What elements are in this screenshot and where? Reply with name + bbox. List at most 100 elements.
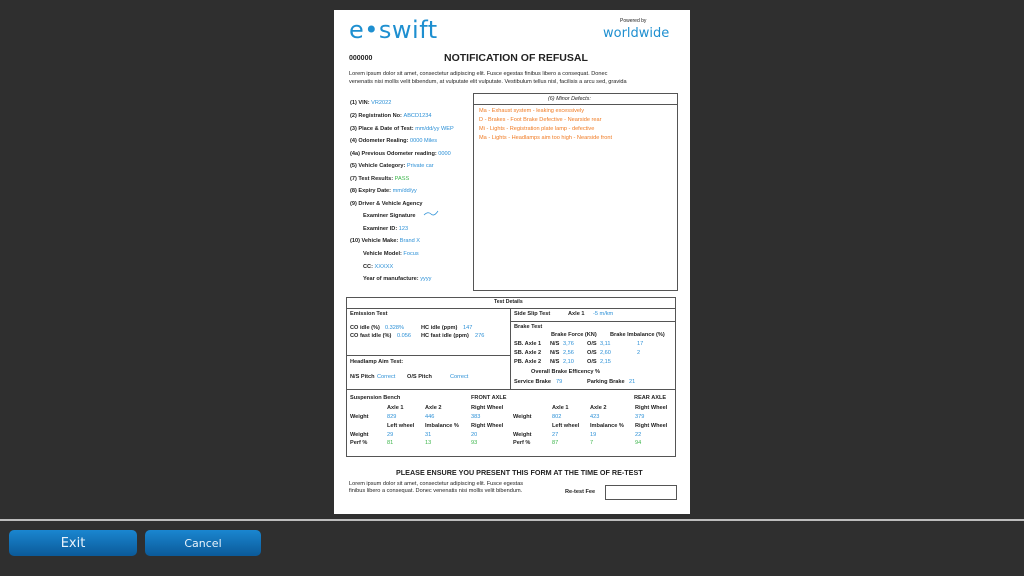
perf-value: 94 [635,440,642,446]
weight-value: 446 [425,414,435,420]
field-row: Examiner Signature [363,213,416,220]
field-value: XXXXX [374,264,394,270]
weight-value: 31 [425,432,432,438]
text: HC idle (ppm) [421,325,458,331]
weight-value: 829 [387,414,397,420]
worldwide-logo: worldwide [603,26,670,41]
text: O/S Pitch [407,374,432,380]
footer-text-1: Lorem ipsum dolor sit amet, consectetur … [349,481,524,487]
defect-item: Ma - Exhaust system - leaking excessivel… [479,108,585,114]
perf-value: 7 [590,440,594,446]
side-slip-title: Side Slip Test [514,311,551,317]
brake-imbalance-value: 17 [637,341,644,347]
divider [0,519,1024,521]
brake-ns-value: 2,56 [563,350,574,356]
text: Weight [350,432,369,438]
field-value: Brand X [399,238,420,244]
field-value: mm/dd/yy [392,188,417,194]
field-row: (8) Expiry Date: mm/dd/yy [350,188,417,195]
field-label: (1) VIN: [350,100,370,106]
field-label: Examiner Signature [363,213,416,219]
text: N/S Pitch [350,374,375,380]
footer-text-2: finibus libero a consequat. Donec venena… [349,488,523,494]
rear-axle-title: REAR AXLE [634,395,667,401]
field-label: (10) Vehicle Make: [350,238,399,244]
text: CO idle (%) [350,325,380,331]
ns-pitch-value: Correct [377,374,396,380]
column-header: Axle 2 [590,405,607,411]
weight-value: 379 [635,414,645,420]
defects-title: (6) Minor Defects: [548,96,591,102]
brake-row-label: SB. Axle 1 [514,341,542,347]
hc-fast-value: 276 [475,333,485,339]
text: N/S [550,350,560,356]
perf-value: 13 [425,440,432,446]
field-label: CC: [363,264,373,270]
column-header: Left wheel [552,423,580,429]
weight-value: 20 [471,432,478,438]
brake-ns-value: 3,76 [563,341,574,347]
field-label: (5) Vehicle Category: [350,163,406,169]
exit-button[interactable]: Exit [9,530,137,556]
field-value: 0000 Miles [410,138,438,144]
field-value: 0000 [438,151,451,157]
eswift-logo: e•swift [349,16,438,44]
column-header: Axle 1 [387,405,404,411]
perf-value: 81 [387,440,394,446]
brake-title: Brake Test [514,324,543,330]
column-header: Axle 1 [552,405,569,411]
column-header: Right Wheel [471,423,504,429]
weight-value: 802 [552,414,562,420]
powered-by-label: Powered by [620,18,647,24]
overall-efficiency-label: Overall Brake Efficency % [531,369,601,375]
field-row: (1) VIN: VR2022 [350,100,391,107]
intro-line-1: Lorem ipsum dolor sit amet, consectetur … [349,71,608,77]
text: CO fast idle (%) [350,333,392,339]
weight-value: 383 [471,414,481,420]
field-value: yyyy [420,276,432,282]
brake-imbalance-value: 2 [637,350,641,356]
field-label: Examiner ID: [363,226,398,232]
field-label: (8) Expiry Date: [350,188,392,194]
field-row: CC: XXXXX [363,264,394,271]
text: Axle 1 [568,311,585,317]
test-details-title: Test Details [494,299,523,305]
column-header: Right Wheel [471,405,504,411]
field-row: (5) Vehicle Category: Private car [350,163,434,170]
weight-value: 19 [590,432,597,438]
field-label: (9) Driver & Vehicle Agency [350,201,423,207]
brake-os-value: 2,15 [600,359,611,365]
field-row: Examiner ID: 123 [363,226,409,233]
perf-value: 93 [471,440,478,446]
cancel-button[interactable]: Cancel [145,530,261,556]
page-title: NOTIFICATION OF REFUSAL [444,52,588,64]
text: O/S [587,359,597,365]
minor-defects-box [473,93,678,291]
brake-row-label: SB. Axle 2 [514,350,542,356]
text: Weight [350,414,369,420]
field-label: Vehicle Model: [363,251,402,257]
field-row: (4) Odometer Realing: 0000 Miles [350,138,438,145]
side-slip-value: -5 m/km [593,311,614,317]
headlamp-title: Headlamp Aim Test: [350,359,404,365]
weight-value: 29 [387,432,394,438]
brake-os-value: 2,60 [600,350,611,356]
field-row: Vehicle Model: Focus [363,251,419,258]
brake-ns-value: 2,10 [563,359,574,365]
column-header: Right Wheel [635,405,668,411]
service-brake-value: 79 [556,379,563,385]
parking-brake-value: 21 [629,379,636,385]
document-number: 000000 [349,55,373,62]
field-row: (9) Driver & Vehicle Agency [350,201,423,208]
retest-fee-field[interactable] [605,485,677,500]
field-value: 123 [398,226,409,232]
text: Weight [513,414,532,420]
text: O/S [587,341,597,347]
field-label: Year of manufacture: [363,276,419,282]
field-value: mm/dd/yy WEP [415,126,454,132]
intro-line-2: venenatis nisi mollis velit bibendum, at… [349,79,627,85]
column-header: Imbalance % [425,423,459,429]
field-row: (2) Registration No: ABCD1234 [350,113,431,120]
text: Parking Brake [587,379,625,385]
emission-title: Emission Test [350,311,388,317]
